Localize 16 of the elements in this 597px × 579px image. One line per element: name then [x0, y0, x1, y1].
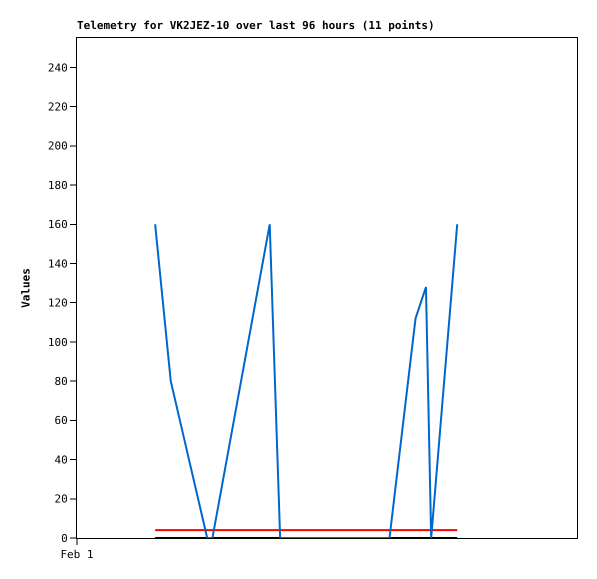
x-tick-label: Feb 1	[60, 548, 94, 562]
y-tick-label: 200	[48, 140, 68, 153]
y-axis-title: Values	[20, 268, 33, 308]
y-tick-label: 220	[48, 100, 68, 114]
y-tick-label: 120	[48, 296, 68, 310]
y-tick-label: 40	[54, 453, 68, 466]
y-tick-label: 160	[48, 218, 68, 232]
y-tick-label: 100	[48, 336, 68, 349]
y-tick-label: 20	[54, 492, 68, 506]
y-tick-label: 60	[54, 414, 68, 428]
y-tick-label: 240	[48, 61, 68, 74]
y-tick-label: 140	[48, 257, 68, 270]
y-tick-label: 0	[61, 532, 68, 545]
chart-title: Telemetry for VK2JEZ-10 over last 96 hours (11 points)	[77, 18, 435, 32]
y-tick-label: 180	[48, 178, 68, 192]
y-tick-label: 80	[54, 374, 68, 388]
